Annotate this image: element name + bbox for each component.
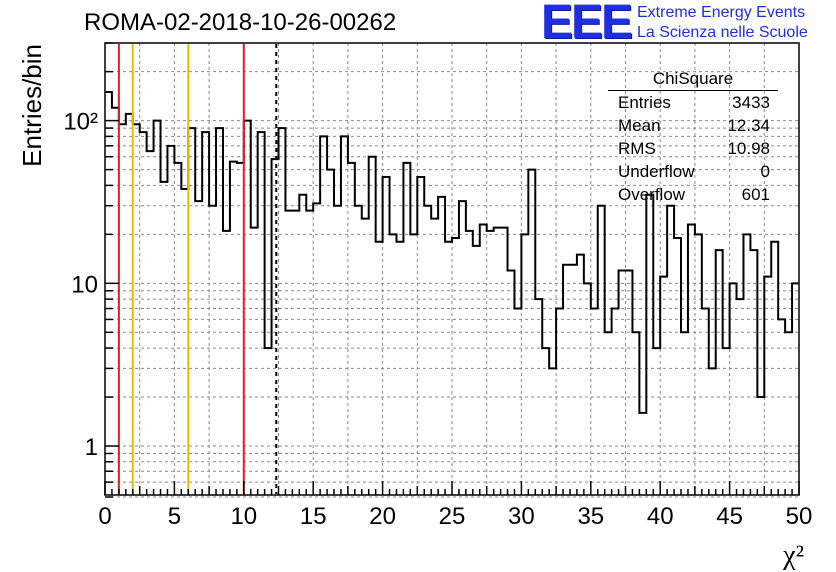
eee-logo: EEE Extreme Energy Events La Scienza nel… (541, 0, 831, 49)
stats-label: RMS (618, 139, 656, 158)
stats-value: 0 (760, 162, 770, 181)
x-tick-label: 15 (300, 503, 327, 530)
stats-row-mean: Mean 12.34 (608, 114, 778, 137)
stats-label: Underflow (618, 162, 695, 181)
tick-labels: 0 5 10 15 20 25 30 35 40 45 50 1 10 10² (63, 109, 812, 530)
x-tick-label: 25 (439, 503, 466, 530)
y-tick-label: 10² (63, 109, 98, 136)
stats-row-rms: RMS 10.98 (608, 137, 778, 160)
statistics-box: ChiSquare Entries 3433 Mean 12.34 RMS 10… (608, 68, 778, 206)
x-tick-label: 5 (168, 503, 181, 530)
logo-line-2: La Scienza nelle Scuole (637, 24, 808, 41)
x-tick-label: 20 (369, 503, 396, 530)
histogram-series (105, 90, 799, 414)
logo-line-1: Extreme Energy Events (637, 4, 806, 21)
chart-title: ROMA-02-2018-10-26-00262 (84, 9, 397, 36)
x-axis-label: χ² (782, 540, 804, 571)
stats-title: ChiSquare (608, 68, 778, 91)
x-tick-label: 45 (716, 503, 743, 530)
x-tick-label: 10 (230, 503, 257, 530)
stats-label: Mean (618, 116, 661, 135)
reference-lines (117, 44, 278, 494)
histogram-outline (105, 90, 799, 414)
stats-row-entries: Entries 3433 (608, 91, 778, 114)
y-tick-label: 1 (85, 434, 98, 461)
axis-ticks (104, 42, 800, 498)
stats-value: 12.34 (727, 116, 770, 135)
stats-row-overflow: Overflow 601 (608, 183, 778, 206)
x-tick-label: 35 (577, 503, 604, 530)
stats-label: Entries (618, 93, 671, 112)
x-tick-label: 40 (647, 503, 674, 530)
y-tick-label: 10 (71, 271, 98, 298)
grid-lines (105, 42, 799, 498)
stats-value: 10.98 (727, 139, 770, 158)
stats-value: 3433 (732, 93, 770, 112)
x-tick-label: 0 (98, 503, 111, 530)
y-axis-label: Entries/bin (17, 44, 47, 167)
x-tick-label: 50 (786, 503, 813, 530)
stats-label: Overflow (618, 185, 686, 204)
x-tick-label: 30 (508, 503, 535, 530)
stats-value: 601 (741, 185, 770, 204)
logo-mark: EEE (541, 0, 633, 49)
stats-row-underflow: Underflow 0 (608, 160, 778, 183)
